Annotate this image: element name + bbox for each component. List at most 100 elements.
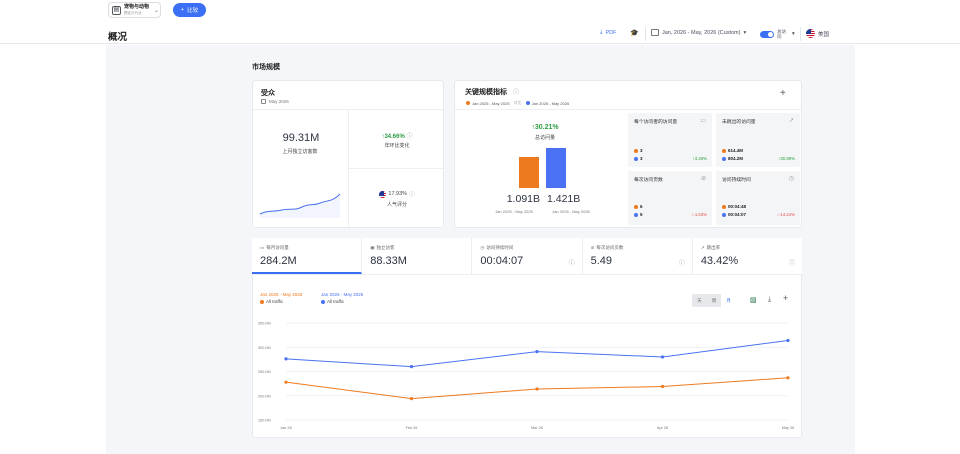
popularity-text: 17.93% bbox=[388, 191, 408, 197]
legend-dot-blue bbox=[321, 299, 325, 304]
industry-selector[interactable]: ▤ 宠物与动物 预定义行业 ⌄ bbox=[108, 2, 161, 18]
key-metrics-title: 关键规模指标 ⓘ bbox=[465, 87, 519, 97]
tab-label: ▣ 独立访客 bbox=[370, 245, 394, 251]
info-icon[interactable]: ⓘ bbox=[512, 90, 519, 96]
data-point[interactable] bbox=[409, 397, 414, 401]
data-point[interactable] bbox=[284, 380, 288, 384]
tab-value: 00:04:07 bbox=[480, 255, 524, 267]
add-metric-icon[interactable]: + bbox=[780, 88, 786, 99]
non-bounce-visits-tile[interactable]: 未跳出的访问量 ↗ 614.4M 804.2M ↑30.89% bbox=[716, 113, 800, 167]
tab-bounce-rate[interactable]: ↗ 跳出率 43.42% ⓘ bbox=[692, 238, 803, 274]
total-visits-b-value: 1.421B bbox=[547, 193, 581, 205]
tile-value-a-text: 614.4M bbox=[728, 148, 744, 153]
tile-value-b-text: 5 bbox=[640, 212, 643, 217]
data-point[interactable] bbox=[786, 376, 790, 380]
divider bbox=[252, 274, 802, 275]
yoy-change-text: ↑34.66% bbox=[381, 134, 405, 140]
legend-dot-blue bbox=[722, 212, 726, 217]
tile-value-a: 3 bbox=[634, 148, 643, 153]
tab-value: 284.2M bbox=[260, 255, 297, 267]
data-point[interactable] bbox=[535, 350, 539, 354]
y-tick-label: 200.0M bbox=[258, 394, 271, 398]
audience-sparkline bbox=[259, 193, 341, 218]
yoy-change-label: 年环比变化 bbox=[384, 143, 410, 149]
pages-per-visit-tile[interactable]: 每次访问页数 ⊘ 6 5 ↓-1.63% bbox=[628, 171, 712, 225]
tile-change: ↑3.26% bbox=[692, 156, 707, 161]
excel-icon[interactable]: ▨ bbox=[750, 297, 757, 304]
us-flag-icon bbox=[806, 29, 815, 38]
pdf-button[interactable]: ⤓ PDF bbox=[600, 29, 616, 36]
tile-title: 每次访问页数 bbox=[634, 178, 663, 183]
tile-value-b-text: 3 bbox=[640, 156, 643, 161]
add-icon[interactable]: + bbox=[783, 293, 789, 303]
y-tick-label: 350.0M bbox=[258, 322, 271, 326]
granularity-month[interactable]: 月 bbox=[721, 294, 736, 307]
tab-label: ⊘ 每次访问页数 bbox=[591, 245, 624, 251]
academy-icon[interactable]: 🎓 bbox=[630, 30, 639, 37]
traffic-toggle[interactable]: 总访问 ▾ bbox=[760, 29, 795, 39]
visit-duration-tile[interactable]: 访问持续时间 ◷ 00:04:48 00:04:07 ↓-14.24% bbox=[716, 171, 800, 225]
info-icon[interactable]: ⓘ bbox=[678, 261, 685, 267]
pdf-label: PDF bbox=[605, 29, 617, 36]
tab-value: 43.42% bbox=[700, 255, 739, 267]
industry-icon: ▤ bbox=[112, 5, 121, 15]
total-visits-a-value: 1.091B bbox=[506, 193, 540, 205]
data-point[interactable] bbox=[284, 357, 288, 361]
divider bbox=[349, 168, 444, 169]
info-icon[interactable]: ⓘ bbox=[789, 261, 796, 267]
user-icon: ▣ bbox=[370, 245, 375, 250]
toggle-switch[interactable] bbox=[760, 30, 774, 38]
metric-tabs: ▭ 每月访问量 284.2M ▣ 独立访客 88.33M ◷ 访问持续时间 00:04… bbox=[252, 238, 803, 274]
data-point[interactable] bbox=[660, 355, 665, 359]
audience-title: 受众 bbox=[261, 90, 275, 97]
tile-value-b: 00:04:07 bbox=[722, 212, 746, 217]
granularity-selector: 天 周 月 bbox=[692, 294, 736, 307]
link-icon: ⊘ bbox=[590, 245, 595, 250]
bar-period-a bbox=[519, 157, 539, 188]
toggle-label: 总访问 bbox=[777, 29, 786, 39]
x-tick-label: Apr 26 bbox=[657, 426, 668, 430]
divider bbox=[454, 109, 802, 110]
legend-a: Jan 2025 - May 2025 bbox=[472, 100, 510, 106]
calendar-icon bbox=[651, 29, 659, 36]
tile-value-b-text: 804.2M bbox=[728, 156, 744, 161]
x-tick-label: Jan 26 bbox=[280, 426, 291, 430]
tile-value-b-text: 00:04:07 bbox=[728, 212, 747, 217]
info-icon[interactable]: ⓘ bbox=[568, 261, 575, 267]
y-tick-label: 250.0M bbox=[258, 370, 271, 374]
visits-per-visitor-tile[interactable]: 每个访问者的访问量 ▭ 3 3 ↑3.26% bbox=[628, 113, 712, 167]
country-selector[interactable]: 美国 bbox=[806, 29, 829, 38]
divider bbox=[645, 27, 646, 41]
tab-label-text: 访问持续时间 bbox=[486, 245, 514, 250]
compare-button[interactable]: + 比较 bbox=[173, 3, 206, 17]
divider bbox=[252, 109, 444, 110]
info-icon[interactable]: ⓘ bbox=[406, 134, 413, 140]
tab-monthly-visits[interactable]: ▭ 每月访问量 284.2M bbox=[252, 238, 363, 274]
granularity-week[interactable]: 周 bbox=[706, 294, 722, 307]
trend-icon: ↗ bbox=[700, 245, 705, 250]
divider bbox=[800, 27, 801, 41]
clock-icon: ◷ bbox=[480, 245, 485, 250]
legend-dot-orange bbox=[634, 204, 638, 209]
data-point[interactable] bbox=[786, 338, 790, 343]
data-point[interactable] bbox=[409, 365, 414, 369]
unique-visitors-value: 99.31M bbox=[282, 132, 320, 144]
tab-visit-duration[interactable]: ◷ 访问持续时间 00:04:07 ⓘ bbox=[472, 238, 583, 274]
download-icon[interactable]: ⤓ bbox=[768, 296, 772, 303]
tab-unique-visitors[interactable]: ▣ 独立访客 88.33M bbox=[362, 238, 473, 274]
total-visits-change: ↑30.21% bbox=[531, 124, 559, 131]
key-metrics-title-text: 关键规模指标 bbox=[465, 89, 507, 96]
tab-label: ◷ 访问持续时间 bbox=[480, 245, 513, 251]
granularity-day[interactable]: 天 bbox=[692, 294, 707, 307]
data-point[interactable] bbox=[660, 384, 665, 389]
info-icon[interactable]: ⓘ bbox=[409, 192, 415, 198]
key-metrics-legend: Jan 2025 - May 2025 对比 Jan 2026 - May 20… bbox=[466, 100, 569, 106]
x-tick-label: Mar 26 bbox=[531, 426, 543, 430]
legend-dot-orange bbox=[722, 148, 726, 153]
data-point[interactable] bbox=[535, 387, 539, 391]
legend-b: Jan 2026 - May 2026 bbox=[531, 100, 570, 106]
yoy-change-value: ↑34.66% ⓘ bbox=[352, 131, 442, 140]
unique-visitors-label: 上月独立访客数 bbox=[282, 149, 318, 155]
date-range-picker[interactable]: Jan, 2026 - May, 2026 (Custom) ▾ bbox=[651, 29, 746, 36]
tab-pages-per-visit[interactable]: ⊘ 每次访问页数 5.49 ⓘ bbox=[582, 238, 693, 274]
